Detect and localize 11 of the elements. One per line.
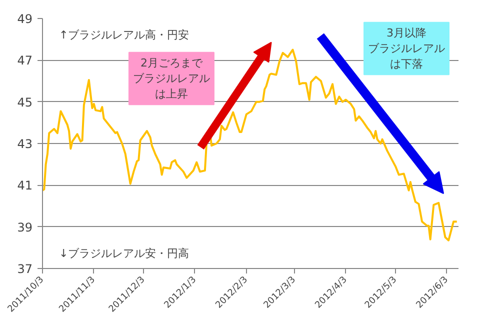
annotation: 2月ごろまでブラジルレアルは上昇 xyxy=(132,56,210,101)
annotation: ↓ブラジルレアル安・円高 xyxy=(58,247,190,260)
annotation: ↑ブラジルレアル高・円安 xyxy=(58,28,190,42)
y-tick-label: 39 xyxy=(17,220,33,234)
y-tick-label: 37 xyxy=(17,262,33,276)
annotation: 3月以降ブラジルレアルは下落 xyxy=(368,26,445,71)
y-tick-label: 45 xyxy=(17,95,33,110)
y-tick-label: 47 xyxy=(17,54,33,68)
y-tick-label: 43 xyxy=(17,137,33,151)
y-tick-label: 49 xyxy=(17,12,33,26)
y-tick-label: 41 xyxy=(17,178,33,193)
